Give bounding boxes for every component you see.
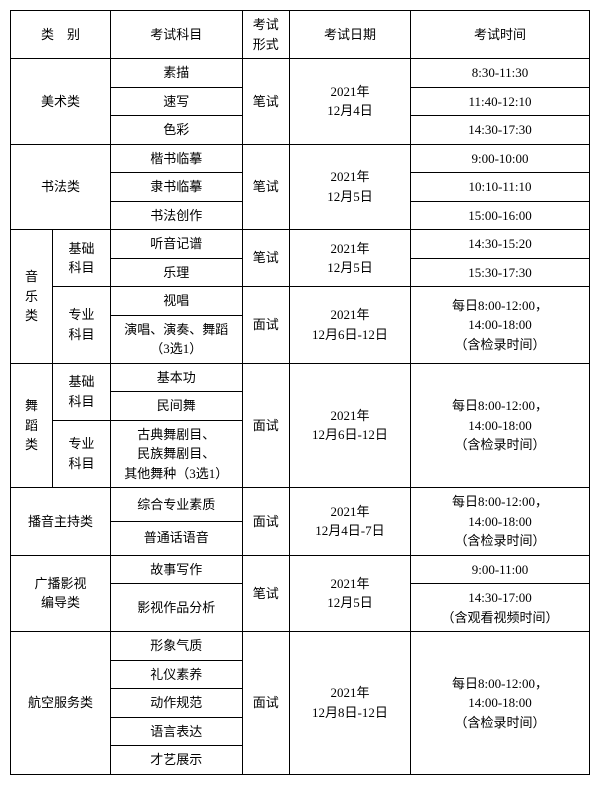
time-cell: 8:30-11:30 — [410, 59, 589, 88]
time-cell: 每日8:00-12:00，14:00-18:00（含检录时间） — [410, 632, 589, 775]
subj-cell: 综合专业素质 — [111, 488, 243, 522]
header-row: 类 别 考试科目 考试形式 考试日期 考试时间 — [11, 11, 590, 59]
time-cell: 每日8:00-12:00，14:00-18:00（含检录时间） — [410, 287, 589, 364]
subj-cell: 演唱、演奏、舞蹈（3选1） — [111, 315, 243, 363]
date-cell: 2021年12月4日 — [289, 59, 410, 145]
subj-cell: 影视作品分析 — [111, 584, 243, 632]
time-cell: 每日8:00-12:00，14:00-18:00（含检录时间） — [410, 363, 589, 488]
subj-cell: 动作规范 — [111, 689, 243, 718]
form-cell: 笔试 — [242, 59, 289, 145]
subj-cell: 素描 — [111, 59, 243, 88]
cat-music-basic: 基础科目 — [53, 230, 111, 287]
date-cell: 2021年12月5日 — [289, 230, 410, 287]
form-cell: 面试 — [242, 488, 289, 556]
table-row: 美术类 素描 笔试 2021年12月4日 8:30-11:30 — [11, 59, 590, 88]
table-row: 音乐类 基础科目 听音记谱 笔试 2021年12月5日 14:30-15:20 — [11, 230, 590, 259]
date-cell: 2021年12月6日-12日 — [289, 363, 410, 488]
subj-cell: 普通话语音 — [111, 521, 243, 555]
time-cell: 14:30-15:20 — [410, 230, 589, 259]
table-row: 广播影视编导类 故事写作 笔试 2021年12月5日 9:00-11:00 — [11, 555, 590, 584]
cat-dance-basic: 基础科目 — [53, 363, 111, 420]
date-cell: 2021年12月4日-7日 — [289, 488, 410, 556]
header-date: 考试日期 — [289, 11, 410, 59]
date-cell: 2021年12月5日 — [289, 144, 410, 230]
exam-schedule-table: 类 别 考试科目 考试形式 考试日期 考试时间 美术类 素描 笔试 2021年1… — [10, 10, 590, 775]
subj-cell: 礼仪素养 — [111, 660, 243, 689]
time-cell: 10:10-11:10 — [410, 173, 589, 202]
time-cell: 每日8:00-12:00，14:00-18:00（含检录时间） — [410, 488, 589, 556]
cat-music-pro: 专业科目 — [53, 287, 111, 364]
subj-cell: 语言表达 — [111, 717, 243, 746]
header-category: 类 别 — [11, 11, 111, 59]
cat-dance: 舞蹈类 — [11, 363, 53, 488]
cat-dance-pro: 专业科目 — [53, 420, 111, 488]
table-row: 专业科目 视唱 面试 2021年12月6日-12日 每日8:00-12:00，1… — [11, 287, 590, 316]
time-cell: 11:40-12:10 — [410, 87, 589, 116]
subj-cell: 形象气质 — [111, 632, 243, 661]
subj-cell: 视唱 — [111, 287, 243, 316]
form-cell: 笔试 — [242, 555, 289, 632]
subj-cell: 故事写作 — [111, 555, 243, 584]
form-cell: 面试 — [242, 632, 289, 775]
date-cell: 2021年12月6日-12日 — [289, 287, 410, 364]
table-row: 舞蹈类 基础科目 基本功 面试 2021年12月6日-12日 每日8:00-12… — [11, 363, 590, 392]
cat-aviation: 航空服务类 — [11, 632, 111, 775]
subj-cell: 才艺展示 — [111, 746, 243, 775]
time-cell: 14:30-17:00（含观看视频时间） — [410, 584, 589, 632]
cat-broadcast: 播音主持类 — [11, 488, 111, 556]
cat-art: 美术类 — [11, 59, 111, 145]
table-row: 播音主持类 综合专业素质 面试 2021年12月4日-7日 每日8:00-12:… — [11, 488, 590, 522]
subj-cell: 书法创作 — [111, 201, 243, 230]
date-cell: 2021年12月5日 — [289, 555, 410, 632]
subj-cell: 民间舞 — [111, 392, 243, 421]
subj-cell: 基本功 — [111, 363, 243, 392]
header-subject: 考试科目 — [111, 11, 243, 59]
subj-cell: 隶书临摹 — [111, 173, 243, 202]
time-cell: 15:00-16:00 — [410, 201, 589, 230]
cat-calli: 书法类 — [11, 144, 111, 230]
form-cell: 面试 — [242, 363, 289, 488]
time-cell: 9:00-11:00 — [410, 555, 589, 584]
table-row: 航空服务类 形象气质 面试 2021年12月8日-12日 每日8:00-12:0… — [11, 632, 590, 661]
form-cell: 笔试 — [242, 230, 289, 287]
cat-filmtv: 广播影视编导类 — [11, 555, 111, 632]
cat-music: 音乐类 — [11, 230, 53, 364]
time-cell: 9:00-10:00 — [410, 144, 589, 173]
subj-cell: 速写 — [111, 87, 243, 116]
table-row: 书法类 楷书临摹 笔试 2021年12月5日 9:00-10:00 — [11, 144, 590, 173]
header-form: 考试形式 — [242, 11, 289, 59]
form-cell: 笔试 — [242, 144, 289, 230]
subj-cell: 色彩 — [111, 116, 243, 145]
subj-cell: 古典舞剧目、民族舞剧目、其他舞种（3选1） — [111, 420, 243, 488]
date-cell: 2021年12月8日-12日 — [289, 632, 410, 775]
form-cell: 面试 — [242, 287, 289, 364]
time-cell: 15:30-17:30 — [410, 258, 589, 287]
time-cell: 14:30-17:30 — [410, 116, 589, 145]
header-time: 考试时间 — [410, 11, 589, 59]
subj-cell: 乐理 — [111, 258, 243, 287]
subj-cell: 楷书临摹 — [111, 144, 243, 173]
subj-cell: 听音记谱 — [111, 230, 243, 259]
